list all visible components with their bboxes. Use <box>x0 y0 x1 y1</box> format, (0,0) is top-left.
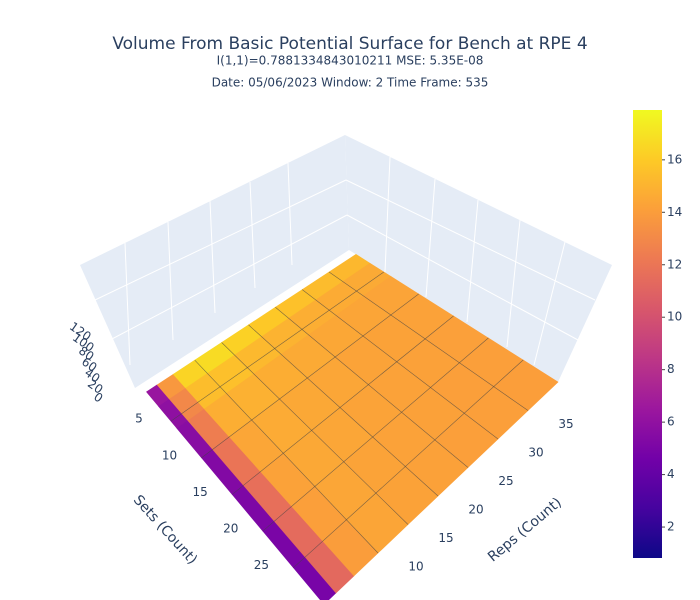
colorbar-tick-label: 4 <box>667 467 675 481</box>
colorbar-tick-label: 10 <box>667 310 682 324</box>
subtitle: Date: 05/06/2023 Window: 2 Time Frame: 5… <box>212 76 489 90</box>
y-tick-label: 10 <box>162 448 177 462</box>
y-tick-label: 25 <box>254 558 269 572</box>
y-axis-title: Sets (Count) <box>130 492 200 568</box>
x-tick-label: 20 <box>468 503 483 517</box>
colorbar-tick-label: 2 <box>667 520 675 534</box>
y-tick-label: 20 <box>223 522 238 536</box>
x-tick-label: 30 <box>528 446 543 460</box>
y-grid-line <box>262 337 489 532</box>
y-grid-line <box>293 359 524 568</box>
y-tick-label: 15 <box>193 485 208 499</box>
x-tick-label: 10 <box>408 560 423 574</box>
x-axis-title: Reps (Count) <box>485 495 565 566</box>
x-grid-line <box>275 307 469 468</box>
colorbar-tick-label: 14 <box>667 205 682 219</box>
x-tick-label: 15 <box>438 531 453 545</box>
x-tick-label: 25 <box>498 474 513 488</box>
x-grid-line <box>302 289 499 440</box>
x-grid-line <box>328 271 529 411</box>
colorbar-tick-label: 16 <box>667 152 682 166</box>
y-grid-line <box>170 271 385 422</box>
subtitle: I(1,1)=0.7881334843010211 MSE: 5.35E-08 <box>217 54 484 68</box>
scene-walls <box>80 135 612 388</box>
y-grid-line <box>201 293 419 459</box>
x-tick-label: 35 <box>558 417 573 431</box>
y-tick-label: 5 <box>135 412 143 426</box>
y-grid-line <box>231 315 454 495</box>
colorbar-tick-label: 12 <box>667 257 682 271</box>
colorbar-tick-label: 8 <box>667 362 675 376</box>
x-grid-line <box>221 342 409 525</box>
colorbar <box>633 110 662 558</box>
colorbar-tick-label: 6 <box>667 415 675 429</box>
chart-title: Volume From Basic Potential Surface for … <box>112 34 587 54</box>
x-grid-line <box>194 359 379 554</box>
x-grid-line <box>248 324 439 497</box>
